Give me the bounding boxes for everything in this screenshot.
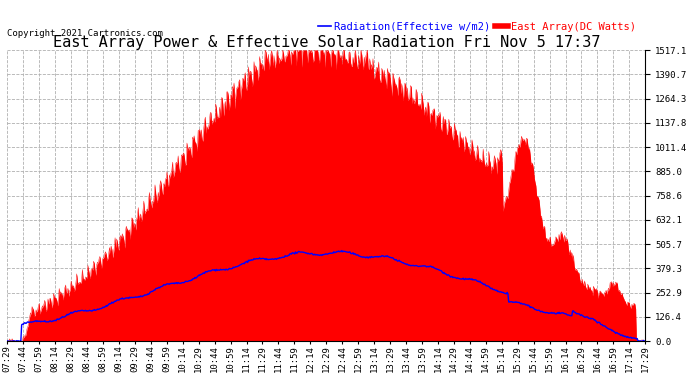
Legend: Radiation(Effective w/m2), East Array(DC Watts): Radiation(Effective w/m2), East Array(DC…: [314, 18, 640, 36]
Text: Copyright 2021 Cartronics.com: Copyright 2021 Cartronics.com: [8, 30, 163, 39]
Title: East Array Power & Effective Solar Radiation Fri Nov 5 17:37: East Array Power & Effective Solar Radia…: [52, 35, 600, 50]
